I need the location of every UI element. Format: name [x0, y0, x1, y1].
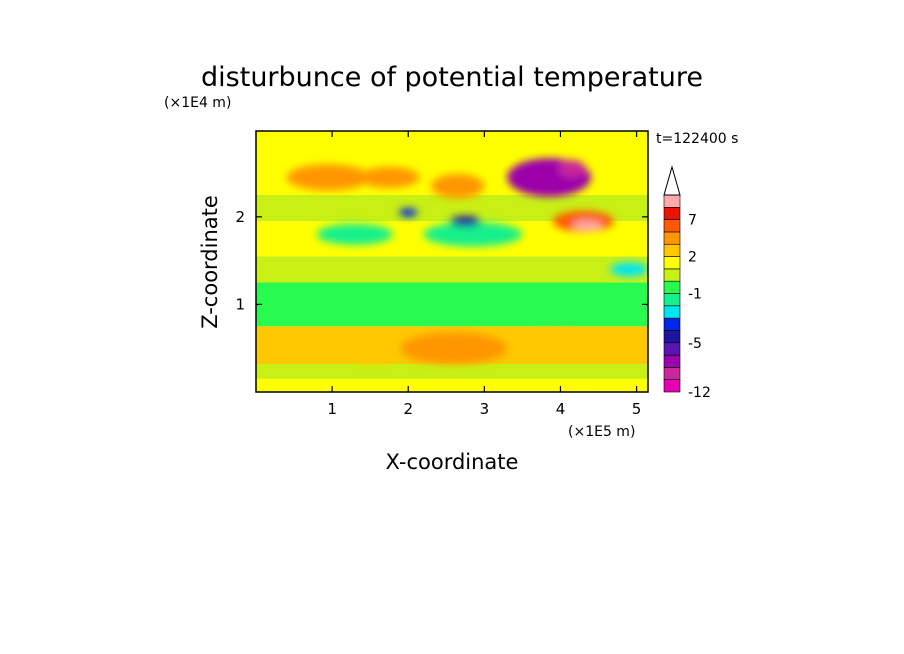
colorbar-swatch: [663, 256, 681, 270]
colorbar-swatch: [663, 354, 681, 368]
field-anomaly: [517, 174, 536, 189]
field-anomaly: [571, 220, 603, 231]
x-unit-label: (×1E5 m): [568, 424, 635, 440]
colorbar-swatch: [663, 293, 681, 307]
colorbar-swatch: [663, 367, 681, 380]
colorbar-tick-label: -1: [688, 287, 702, 303]
y-tick-label: 2: [235, 208, 245, 226]
field-band: [256, 363, 648, 379]
field-anomaly: [609, 262, 648, 277]
colorbar-swatch: [663, 342, 681, 356]
x-tick-label: 5: [632, 400, 642, 418]
colorbar-swatch: [663, 317, 681, 331]
colorbar-tick-label: -5: [688, 336, 702, 352]
y-axis-label: Z-coordinate: [198, 195, 222, 329]
time-label: t=122400 s: [656, 131, 738, 147]
field-band: [256, 256, 648, 283]
field-anomaly: [400, 332, 508, 364]
y-tick-label: 1: [235, 295, 245, 313]
y-unit-label: (×1E4 m): [164, 95, 231, 111]
field-anomaly: [358, 166, 420, 188]
x-axis-label: X-coordinate: [386, 450, 519, 474]
x-tick-label: 2: [403, 400, 413, 418]
colorbar: -12-5-127: [663, 165, 711, 401]
field-anomaly: [316, 223, 394, 245]
colorbar-swatch: [663, 305, 681, 319]
colorbar-swatch: [663, 330, 681, 344]
x-axis-ticks: 1 2 3 4 5: [327, 131, 641, 418]
colorbar-swatch: [663, 268, 681, 282]
x-tick-label: 1: [327, 400, 337, 418]
plot-area: [256, 131, 648, 392]
colorbar-tick-label: -12: [688, 385, 711, 401]
colorbar-tick-label: 7: [688, 213, 697, 229]
colorbar-swatch: [663, 280, 681, 294]
contour-features: [286, 158, 648, 364]
colorbar-swatch: [663, 207, 681, 220]
field-anomaly: [399, 208, 418, 217]
chart-title: disturbunce of potential temperature: [201, 62, 703, 93]
colorbar-swatch: [663, 219, 681, 233]
colorbar-tick-label: 2: [688, 250, 697, 266]
x-tick-label: 4: [556, 400, 566, 418]
field-anomaly: [286, 164, 371, 191]
colorbar-swatch: [663, 231, 681, 245]
colorbar-swatch: [663, 243, 681, 257]
field-anomaly: [558, 159, 586, 178]
field-anomaly: [510, 331, 603, 357]
field-anomaly: [351, 342, 397, 364]
x-tick-label: 3: [480, 400, 490, 418]
field-band: [256, 282, 648, 327]
colorbar-swatch: [663, 194, 681, 208]
field-band: [256, 378, 648, 392]
field-anomaly: [423, 222, 523, 247]
colorbar-extend-arrow: [663, 165, 681, 196]
y-axis-ticks: 12: [235, 208, 648, 313]
colorbar-swatch: [663, 379, 681, 393]
field-anomaly: [431, 173, 485, 199]
plot-frame: [255, 130, 649, 393]
field-anomaly: [450, 215, 481, 227]
